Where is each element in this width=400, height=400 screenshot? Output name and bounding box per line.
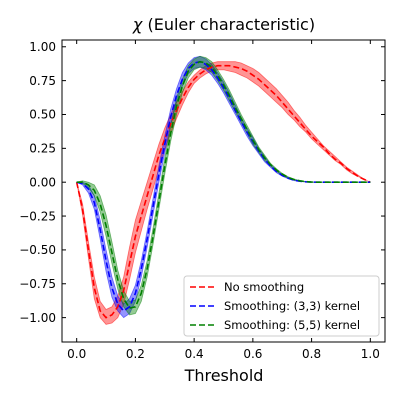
chart-title-text: (Euler characteristic) <box>142 15 315 34</box>
y-axis-ticks: −1.00 −0.75 −0.50 −0.25 0.00 0.25 0.50 0.75 1.00 <box>19 40 385 325</box>
chart-title: χ (Euler characteristic) <box>132 15 315 34</box>
x-tick-label: 0.4 <box>185 347 204 361</box>
y-tick-label: 0.00 <box>29 175 56 189</box>
y-tick-label: −0.50 <box>19 243 56 257</box>
x-tick-label: 0.2 <box>126 347 145 361</box>
series-lines <box>75 60 371 319</box>
legend: No smoothing Smoothing: (3,3) kernel Smoot… <box>183 275 380 337</box>
x-tick-label: 0.0 <box>67 347 86 361</box>
line-series-3 <box>76 60 371 310</box>
y-tick-label: 0.25 <box>29 142 56 156</box>
y-tick-label: −0.25 <box>19 209 56 223</box>
band-series-2 <box>76 55 371 319</box>
line-series-1 <box>75 64 371 319</box>
plot-frame <box>61 39 386 343</box>
chart-title-symbol: χ <box>132 15 143 34</box>
legend-box <box>183 275 380 337</box>
y-tick-label: −1.00 <box>19 311 56 325</box>
x-axis-ticks: 0.0 0.2 0.4 0.6 0.8 1.0 <box>67 40 380 361</box>
legend-label: Smoothing: (3,3) kernel <box>224 299 360 313</box>
line-series-2 <box>76 60 371 312</box>
y-tick-label: 0.75 <box>29 74 56 88</box>
x-tick-label: 0.6 <box>243 347 262 361</box>
x-tick-label: 0.8 <box>302 347 321 361</box>
y-tick-label: 0.50 <box>29 108 56 122</box>
x-axis-title: Threshold <box>184 366 264 385</box>
x-tick-label: 1.0 <box>361 347 380 361</box>
legend-label: No smoothing <box>224 280 304 294</box>
y-tick-label: −0.75 <box>19 277 56 291</box>
legend-label: Smoothing: (5,5) kernel <box>224 318 360 332</box>
y-tick-label: 1.00 <box>29 40 56 54</box>
